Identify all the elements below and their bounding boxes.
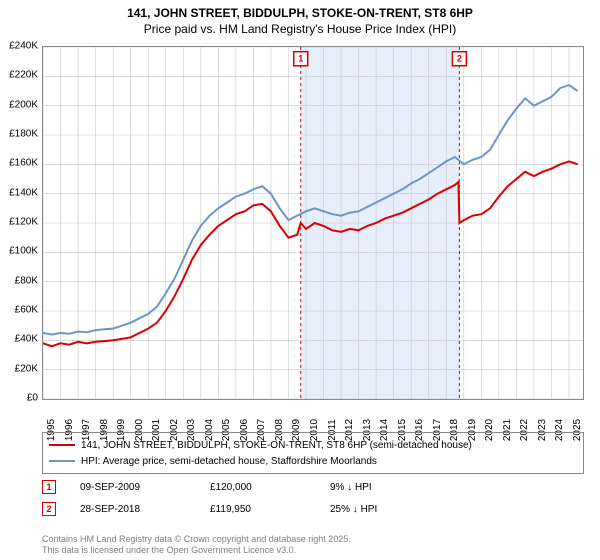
sale-row-1: 1 09-SEP-2009 £120,000 9% ↓ HPI bbox=[42, 480, 584, 494]
y-tick-label: £60K bbox=[15, 305, 38, 316]
sale-2-price: £119,950 bbox=[210, 504, 330, 515]
footer-line-1: Contains HM Land Registry data © Crown c… bbox=[42, 534, 351, 545]
y-tick-label: £160K bbox=[9, 158, 38, 169]
svg-text:2: 2 bbox=[457, 54, 462, 64]
y-tick-label: £120K bbox=[9, 217, 38, 228]
footer-attribution: Contains HM Land Registry data © Crown c… bbox=[42, 534, 351, 557]
y-tick-label: £200K bbox=[9, 99, 38, 110]
legend-label-hpi: HPI: Average price, semi-detached house,… bbox=[81, 456, 377, 467]
legend-item-hpi: HPI: Average price, semi-detached house,… bbox=[49, 453, 577, 469]
legend-swatch-property bbox=[49, 444, 75, 446]
sale-marker-1-icon: 1 bbox=[42, 480, 56, 494]
title-block: 141, JOHN STREET, BIDDULPH, STOKE-ON-TRE… bbox=[0, 0, 600, 36]
y-tick-label: £100K bbox=[9, 246, 38, 257]
y-tick-label: £180K bbox=[9, 129, 38, 140]
sale-marker-2-icon: 2 bbox=[42, 502, 56, 516]
y-tick-label: £140K bbox=[9, 187, 38, 198]
sale-1-price: £120,000 bbox=[210, 482, 330, 493]
chart-subtitle: Price paid vs. HM Land Registry's House … bbox=[0, 22, 600, 36]
footer-line-2: This data is licensed under the Open Gov… bbox=[42, 545, 351, 556]
y-tick-label: £40K bbox=[15, 334, 38, 345]
legend-swatch-hpi bbox=[49, 460, 75, 462]
y-tick-label: £80K bbox=[15, 275, 38, 286]
y-tick-label: £0 bbox=[27, 393, 38, 404]
plot-area: 12 bbox=[42, 46, 584, 400]
legend: 141, JOHN STREET, BIDDULPH, STOKE-ON-TRE… bbox=[42, 432, 584, 474]
legend-label-property: 141, JOHN STREET, BIDDULPH, STOKE-ON-TRE… bbox=[81, 440, 472, 451]
sale-2-delta: 25% ↓ HPI bbox=[330, 504, 450, 515]
y-tick-label: £240K bbox=[9, 41, 38, 52]
sale-1-delta: 9% ↓ HPI bbox=[330, 482, 450, 493]
sale-row-2: 2 28-SEP-2018 £119,950 25% ↓ HPI bbox=[42, 502, 584, 516]
sale-2-date: 28-SEP-2018 bbox=[80, 504, 210, 515]
y-tick-label: £20K bbox=[15, 363, 38, 374]
chart-svg: 12 bbox=[43, 47, 583, 399]
svg-text:1: 1 bbox=[298, 54, 303, 64]
legend-item-property: 141, JOHN STREET, BIDDULPH, STOKE-ON-TRE… bbox=[49, 437, 577, 453]
chart-title-address: 141, JOHN STREET, BIDDULPH, STOKE-ON-TRE… bbox=[0, 6, 600, 20]
chart-container: 141, JOHN STREET, BIDDULPH, STOKE-ON-TRE… bbox=[0, 0, 600, 560]
sale-1-date: 09-SEP-2009 bbox=[80, 482, 210, 493]
sale-marker-2-label: 2 bbox=[46, 504, 51, 514]
sale-marker-1-label: 1 bbox=[46, 482, 51, 492]
y-tick-label: £220K bbox=[9, 70, 38, 81]
